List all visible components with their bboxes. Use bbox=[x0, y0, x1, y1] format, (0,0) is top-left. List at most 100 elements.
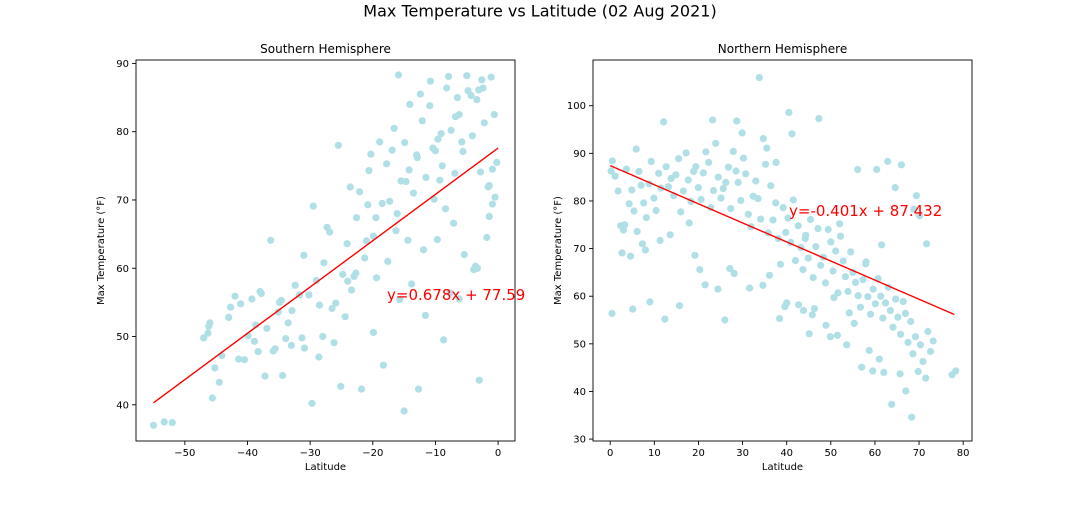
data-point bbox=[926, 347, 935, 356]
data-point bbox=[460, 251, 468, 259]
data-point bbox=[488, 165, 496, 173]
data-point bbox=[298, 334, 306, 342]
data-point bbox=[300, 344, 309, 352]
regression-line bbox=[153, 147, 499, 404]
data-point bbox=[323, 223, 331, 231]
data-point bbox=[666, 231, 674, 239]
data-point bbox=[488, 200, 496, 208]
data-point bbox=[384, 257, 392, 265]
data-point bbox=[632, 145, 640, 153]
data-point bbox=[922, 374, 930, 382]
y-tick-label: 90 bbox=[573, 149, 586, 160]
data-point bbox=[705, 158, 713, 166]
data-point bbox=[782, 228, 790, 236]
data-point bbox=[473, 96, 481, 104]
y-tick-label: 70 bbox=[116, 195, 129, 206]
data-point bbox=[652, 206, 660, 215]
data-point bbox=[719, 185, 727, 193]
data-point bbox=[237, 300, 245, 308]
data-point bbox=[677, 208, 685, 216]
data-point bbox=[829, 267, 837, 275]
data-point bbox=[231, 292, 239, 300]
data-point bbox=[877, 292, 885, 300]
data-point bbox=[225, 313, 233, 321]
data-point bbox=[419, 246, 428, 254]
data-point bbox=[409, 189, 418, 197]
data-point bbox=[373, 274, 381, 282]
data-point bbox=[300, 251, 308, 259]
data-point bbox=[815, 115, 823, 123]
data-point bbox=[332, 299, 340, 307]
data-point bbox=[799, 266, 807, 274]
data-point bbox=[737, 196, 745, 205]
data-point bbox=[907, 317, 915, 326]
data-point bbox=[406, 100, 414, 108]
data-point bbox=[844, 287, 852, 296]
x-tick-label: −50 bbox=[174, 448, 195, 459]
data-point bbox=[478, 76, 486, 84]
data-point bbox=[912, 192, 921, 200]
data-point bbox=[865, 346, 873, 355]
data-point bbox=[413, 151, 421, 159]
data-point bbox=[422, 173, 430, 181]
data-point bbox=[640, 199, 648, 207]
data-point bbox=[356, 188, 364, 196]
data-point bbox=[622, 165, 631, 173]
data-point bbox=[858, 363, 866, 371]
data-point bbox=[897, 161, 906, 169]
y-tick-label: 60 bbox=[116, 264, 129, 275]
data-point bbox=[633, 227, 641, 236]
data-point bbox=[383, 160, 391, 168]
data-point bbox=[608, 309, 616, 317]
data-point bbox=[205, 322, 213, 330]
data-point bbox=[446, 289, 454, 297]
data-point bbox=[309, 202, 317, 210]
data-point bbox=[805, 330, 813, 338]
data-point bbox=[621, 221, 629, 229]
data-point bbox=[315, 301, 324, 309]
y-tick-label: 80 bbox=[573, 196, 586, 207]
data-point bbox=[923, 240, 931, 248]
data-point bbox=[854, 292, 862, 300]
data-point bbox=[656, 236, 664, 245]
y-tick-label: 40 bbox=[573, 387, 586, 398]
data-point bbox=[924, 327, 932, 336]
data-point bbox=[709, 186, 718, 195]
data-point bbox=[712, 139, 720, 147]
data-point bbox=[809, 274, 817, 282]
data-point bbox=[339, 270, 347, 278]
data-point bbox=[344, 277, 352, 285]
data-point bbox=[889, 323, 897, 331]
data-point bbox=[915, 212, 924, 220]
data-point bbox=[732, 167, 740, 175]
data-point bbox=[952, 367, 960, 375]
data-point bbox=[445, 72, 453, 80]
data-point bbox=[607, 167, 615, 175]
data-point bbox=[629, 305, 637, 313]
x-tick-label: 20 bbox=[692, 448, 705, 459]
data-point bbox=[845, 309, 853, 317]
y-tick-label: 40 bbox=[116, 400, 129, 411]
data-point bbox=[618, 249, 626, 257]
data-point bbox=[694, 184, 703, 192]
data-point bbox=[441, 205, 450, 213]
data-point bbox=[904, 338, 912, 346]
data-point bbox=[856, 303, 865, 311]
data-point bbox=[625, 200, 633, 208]
data-point bbox=[263, 324, 271, 332]
data-point bbox=[722, 178, 730, 186]
data-point bbox=[839, 257, 847, 265]
data-point bbox=[896, 330, 905, 338]
data-point bbox=[352, 214, 361, 222]
data-point bbox=[772, 158, 780, 166]
data-point bbox=[730, 269, 738, 277]
data-point bbox=[691, 251, 699, 259]
plot-frame bbox=[592, 59, 973, 442]
data-point bbox=[200, 334, 208, 342]
chart-title: Northern Hemisphere bbox=[718, 42, 847, 56]
data-point bbox=[655, 169, 663, 177]
data-point bbox=[847, 248, 855, 256]
data-point bbox=[437, 130, 445, 138]
